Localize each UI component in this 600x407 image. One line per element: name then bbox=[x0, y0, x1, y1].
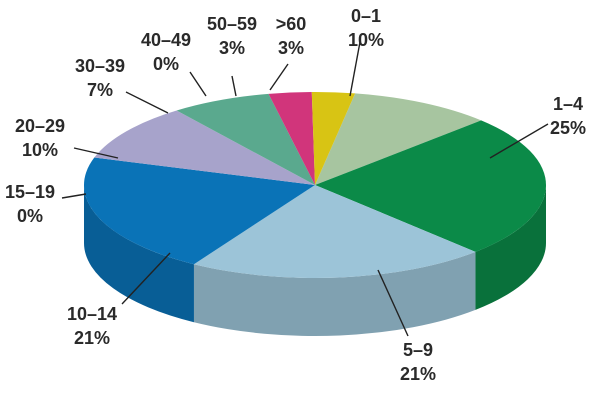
slice-value-15–19: 0% bbox=[17, 206, 43, 226]
pie-side-5–9 bbox=[193, 251, 476, 336]
pie-slice-0–1 bbox=[315, 93, 482, 185]
pie-slice-50–59 bbox=[268, 92, 315, 185]
slice-value-30–39: 7% bbox=[87, 80, 113, 100]
slice-value-0–1: 10% bbox=[348, 30, 384, 50]
leader-line-1–4 bbox=[489, 123, 549, 159]
slice-label->60: >60 bbox=[276, 14, 307, 34]
leader-line-15–19 bbox=[61, 193, 87, 199]
leader-line-20–29 bbox=[73, 147, 119, 159]
slice-value-40–49: 0% bbox=[153, 54, 179, 74]
slice-label-5–9: 5–9 bbox=[403, 340, 433, 360]
pie-slice-30–39 bbox=[176, 93, 315, 185]
pie-slice-5–9 bbox=[193, 185, 476, 278]
leader-lines bbox=[61, 41, 549, 337]
slice-label-1–4: 1–4 bbox=[553, 94, 583, 114]
slice-value-5–9: 21% bbox=[400, 364, 436, 384]
leader-line-50–59 bbox=[231, 75, 237, 97]
pie-slice-10–14 bbox=[83, 157, 315, 265]
leader-line->60 bbox=[269, 63, 289, 91]
slice-label-40–49: 40–49 bbox=[141, 30, 191, 50]
slice-value-1–4: 25% bbox=[550, 118, 586, 138]
leader-line-10–14 bbox=[121, 252, 171, 305]
slice-label-20–29: 20–29 bbox=[15, 116, 65, 136]
pie-top-layer bbox=[83, 91, 546, 278]
leader-line-40–49 bbox=[189, 71, 207, 97]
leader-line-5–9 bbox=[377, 269, 409, 337]
slice-label-30–39: 30–39 bbox=[75, 56, 125, 76]
pie-side-1–4 bbox=[475, 185, 546, 310]
pie-side-layer bbox=[84, 185, 546, 336]
slice-value-50–59: 3% bbox=[219, 38, 245, 58]
pie-slice-20–29 bbox=[94, 110, 316, 185]
slice-value-10–14: 21% bbox=[74, 328, 110, 348]
slice-label-15–19: 15–19 bbox=[5, 182, 55, 202]
slice-value->60: 3% bbox=[278, 38, 304, 58]
pie-slice-1–4 bbox=[315, 120, 546, 252]
slice-value-20–29: 10% bbox=[22, 140, 58, 160]
leader-line-30–39 bbox=[125, 91, 169, 114]
pie-side-10–14 bbox=[84, 185, 194, 323]
slice-label-50–59: 50–59 bbox=[207, 14, 257, 34]
slice-labels: 0–1 10% 1–4 25% 5–9 21% 10–14 21% 15–19 0% 20–29 10… bbox=[5, 6, 586, 384]
slice-label-10–14: 10–14 bbox=[67, 304, 117, 324]
pie-slice->60 bbox=[311, 91, 356, 185]
slice-label-0–1: 0–1 bbox=[351, 6, 381, 26]
leader-line-0–1 bbox=[349, 41, 361, 97]
